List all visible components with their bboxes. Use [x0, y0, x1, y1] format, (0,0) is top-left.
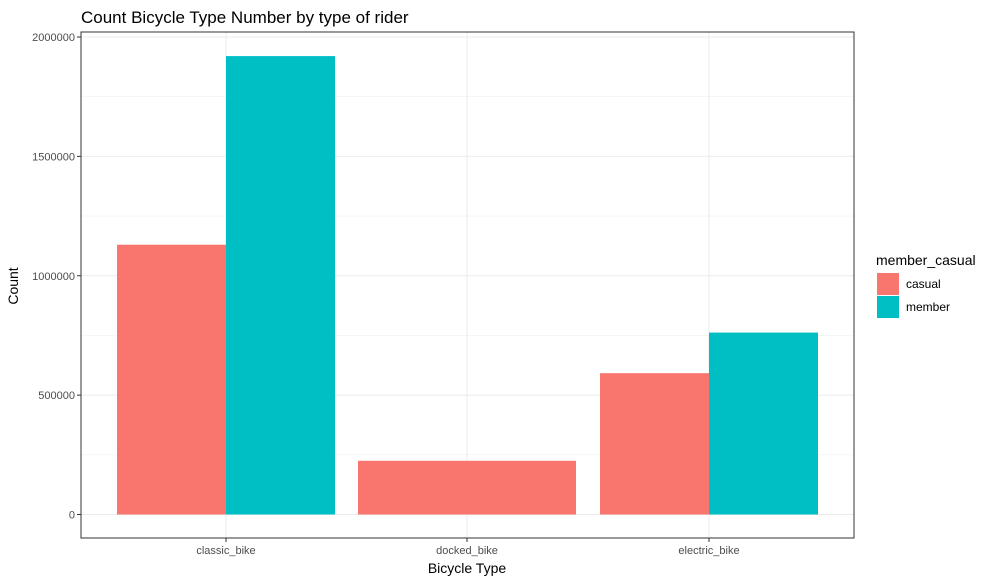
- bar-classic_bike-casual: [117, 244, 226, 515]
- legend-label-casual: casual: [906, 277, 941, 291]
- legend-swatch-member: [877, 296, 899, 318]
- x-tick-label: classic_bike: [196, 545, 255, 557]
- bar-electric_bike-casual: [600, 373, 709, 515]
- plot-panel: 0 500000 1000000 1500000 2000000 classic_bike…: [32, 31, 855, 557]
- chart-title: Count Bicycle Type Number by type of rid…: [81, 8, 409, 27]
- x-tick-label: electric_bike: [678, 545, 739, 557]
- legend-swatch-casual: [877, 273, 899, 295]
- legend-label-member: member: [906, 300, 950, 314]
- legend: member_casual casual member: [876, 252, 976, 318]
- x-tick-label: docked_bike: [436, 545, 498, 557]
- y-tick-label: 1500000: [32, 151, 75, 163]
- x-axis-title: Bicycle Type: [428, 560, 507, 576]
- y-tick-label: 0: [69, 510, 75, 522]
- y-tick-label: 1000000: [32, 271, 75, 283]
- y-tick-label: 2000000: [32, 32, 75, 44]
- legend-title: member_casual: [876, 252, 976, 268]
- bar-docked_bike-casual: [358, 460, 576, 515]
- bar-electric_bike-member: [709, 332, 818, 515]
- y-axis-title: Count: [5, 267, 21, 304]
- bar-classic_bike-member: [226, 56, 335, 515]
- y-tick-label: 500000: [38, 390, 75, 402]
